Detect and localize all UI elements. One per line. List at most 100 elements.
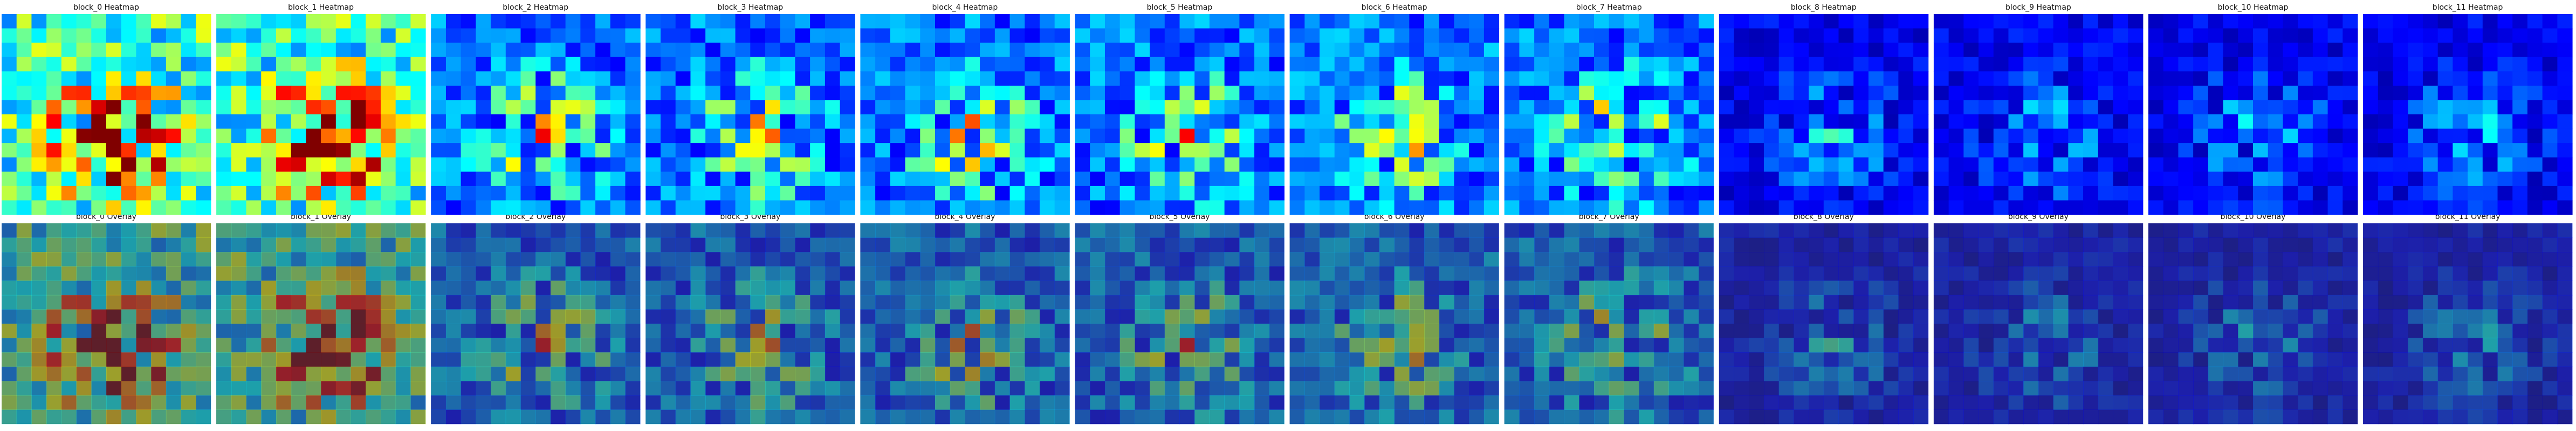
cell — [1668, 324, 1684, 339]
cell — [580, 352, 596, 367]
cell — [2497, 100, 2513, 115]
cell — [780, 309, 795, 324]
cell — [1075, 237, 1090, 252]
cell — [2343, 28, 2358, 43]
cell — [565, 366, 581, 381]
cell — [1979, 43, 1994, 58]
cell — [920, 237, 936, 252]
cell — [151, 395, 167, 410]
cell — [965, 324, 980, 339]
cell — [2053, 366, 2069, 381]
cell — [1054, 172, 1070, 187]
cell — [216, 186, 232, 201]
cell — [1394, 100, 1410, 115]
cell — [1239, 128, 1255, 143]
cell — [1269, 295, 1284, 310]
cell — [505, 338, 521, 353]
cell — [705, 172, 721, 187]
cell — [2327, 143, 2343, 158]
cell — [291, 114, 306, 129]
cell — [321, 200, 336, 215]
cell — [76, 85, 92, 100]
cell — [306, 14, 321, 29]
cell — [2223, 324, 2238, 339]
cell — [1454, 28, 1469, 43]
cell — [1653, 172, 1670, 187]
cell — [1439, 57, 1454, 72]
cell — [261, 186, 277, 201]
cell — [920, 338, 936, 353]
cell — [395, 57, 411, 72]
cell — [1239, 43, 1255, 58]
cell — [1379, 172, 1395, 187]
cell — [2178, 252, 2194, 267]
cell — [505, 14, 521, 29]
cell — [1734, 43, 1749, 58]
cell — [875, 14, 891, 29]
cell — [1334, 266, 1350, 281]
cell — [366, 281, 381, 296]
cell — [1289, 395, 1305, 410]
cell — [16, 266, 32, 281]
cell — [1039, 14, 1055, 29]
cell — [1993, 200, 2009, 215]
cell — [2363, 143, 2379, 158]
cell — [1684, 223, 1699, 238]
cell — [1349, 114, 1365, 129]
cell — [2, 366, 17, 381]
cell — [1933, 381, 1949, 396]
cell — [335, 43, 352, 58]
cell — [1838, 200, 1854, 215]
cell — [2053, 114, 2069, 129]
cell — [1624, 237, 1639, 252]
cell — [395, 324, 411, 339]
cell — [1504, 100, 1520, 115]
cell — [1469, 223, 1485, 238]
cell — [661, 223, 676, 238]
cell — [291, 295, 306, 310]
cell — [1668, 14, 1684, 29]
cell — [2393, 172, 2408, 187]
cell — [2343, 366, 2358, 381]
cell — [166, 100, 182, 115]
cell — [2023, 295, 2039, 310]
cell — [825, 266, 841, 281]
cell — [980, 281, 995, 296]
cell — [965, 252, 980, 267]
cell — [1090, 309, 1105, 324]
cell — [1504, 338, 1520, 353]
cell — [476, 409, 491, 425]
cell — [91, 28, 107, 43]
cell — [750, 266, 766, 281]
cell — [2023, 186, 2039, 201]
cell — [520, 128, 536, 143]
cell — [335, 266, 352, 281]
cell — [920, 71, 936, 86]
cell — [1809, 186, 1824, 201]
cell — [1519, 85, 1535, 100]
cell — [1624, 14, 1639, 29]
cell — [1993, 100, 2009, 115]
cell — [565, 57, 581, 72]
cell — [461, 366, 476, 381]
cell — [935, 28, 951, 43]
cell — [505, 237, 521, 252]
cell — [31, 100, 47, 115]
cell — [1823, 309, 1839, 324]
cell — [810, 381, 826, 396]
cell — [276, 252, 292, 267]
cell — [1039, 28, 1055, 43]
cell — [2268, 28, 2283, 43]
cell — [2008, 43, 2024, 58]
cell — [121, 128, 136, 143]
cell — [2023, 252, 2039, 267]
cell — [1025, 295, 1040, 310]
cell — [595, 157, 611, 172]
cell — [965, 28, 980, 43]
cell — [2343, 128, 2358, 143]
cell — [1054, 28, 1070, 43]
cell — [1519, 223, 1535, 238]
cell — [2453, 366, 2468, 381]
cell — [2422, 366, 2438, 381]
cell — [46, 366, 62, 381]
